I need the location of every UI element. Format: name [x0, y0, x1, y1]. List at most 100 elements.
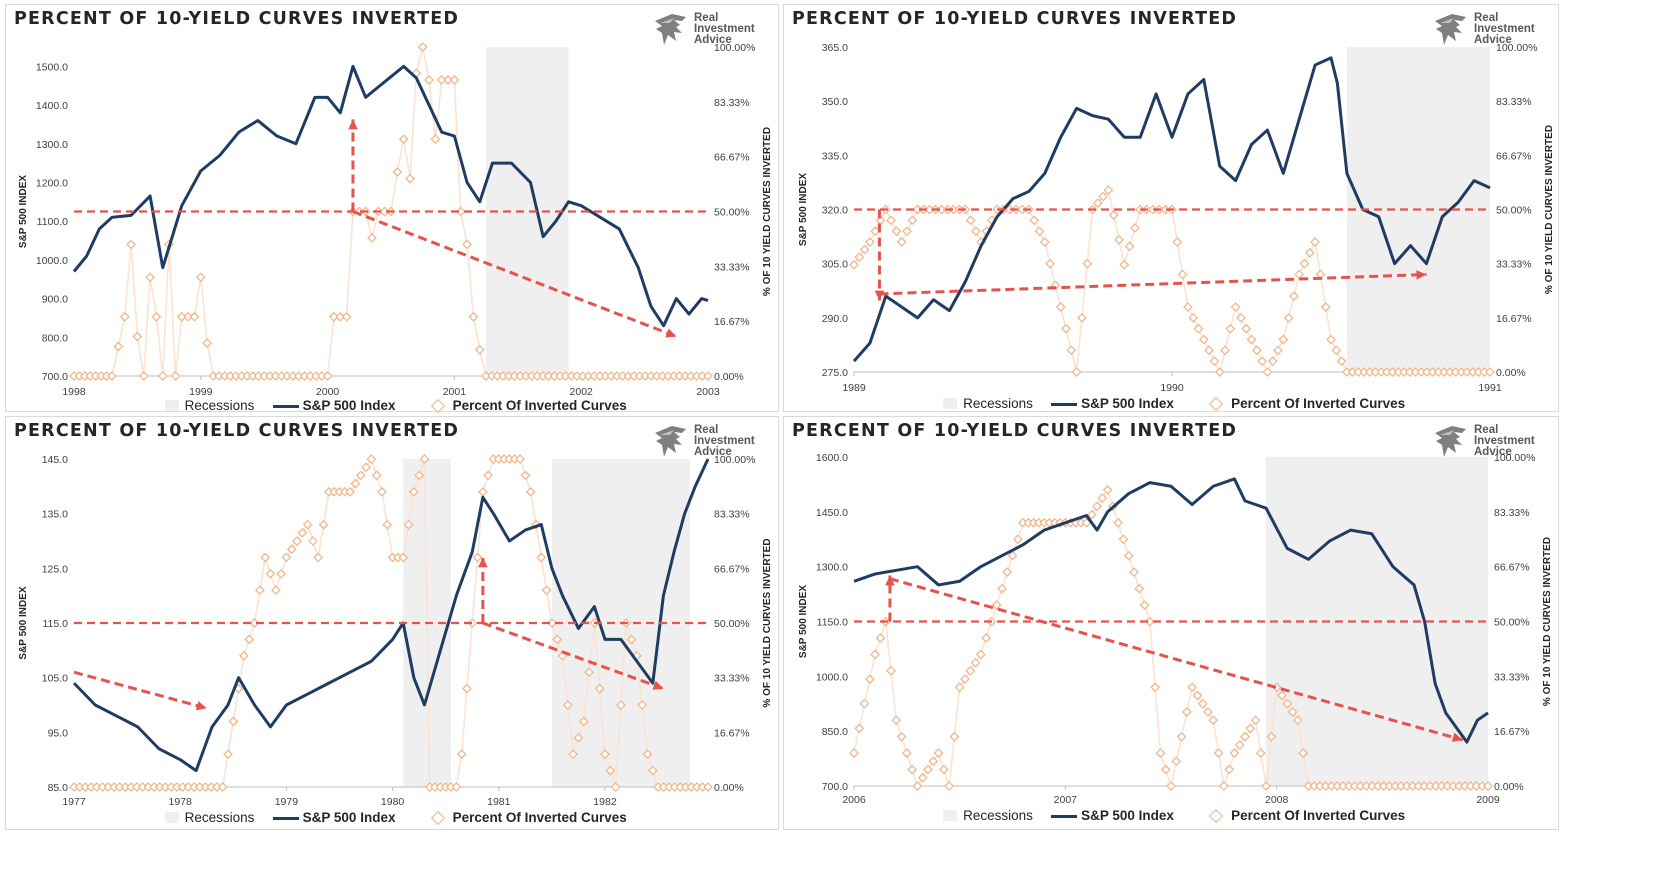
sp500-line	[853, 477, 1489, 744]
y2-tick-label: 0.00%	[714, 371, 744, 383]
y2-tick-label: 83.33%	[1494, 507, 1530, 519]
inverted-point	[1061, 323, 1071, 334]
inverted-point	[1082, 258, 1093, 269]
inverted-point	[361, 462, 371, 473]
legend-recession-swatch	[164, 400, 179, 411]
inverted-point	[1224, 764, 1234, 775]
legend-recessions: Recessions	[184, 810, 255, 825]
inverted-point	[1485, 367, 1495, 377]
x-tick-label: 1980	[381, 796, 405, 808]
brand-logo: Real Investment Advice	[1432, 11, 1582, 51]
legend-inverted-swatch	[1209, 396, 1224, 412]
inverted-point	[1197, 698, 1208, 709]
brand-line3: Advice	[694, 446, 732, 458]
y-axis-label: S&P 500 INDEX	[18, 586, 29, 660]
inverted-point	[145, 272, 155, 283]
x-tick-label: 1990	[1160, 382, 1184, 394]
inverted-point	[912, 781, 923, 791]
trend-arrow-line	[482, 621, 664, 691]
y2-tick-label: 33.33%	[1496, 259, 1532, 271]
trend-arrow-line	[73, 670, 208, 710]
inverted-point	[1304, 247, 1315, 258]
inverted-point	[965, 666, 976, 676]
brand-line1: Real	[1474, 12, 1499, 24]
inverted-point	[1002, 567, 1013, 577]
brand-line3: Advice	[1474, 34, 1512, 46]
inverted-point	[578, 716, 589, 727]
y2-tick-label: 16.67%	[714, 727, 750, 739]
inverted-point	[408, 486, 419, 497]
inverted-point	[896, 237, 907, 247]
inverted-point	[1310, 237, 1320, 247]
inverted-point	[536, 552, 547, 563]
trend-arrow-head	[885, 575, 895, 586]
eagle-logo-icon	[655, 14, 686, 45]
inverted-point	[239, 650, 249, 661]
inverted-point	[1266, 731, 1277, 742]
brand-logo: Real Investment Advice	[1432, 423, 1582, 463]
inverted-point	[462, 683, 472, 694]
inverted-point	[1097, 493, 1108, 503]
chart-title: PERCENT OF 10-YIELD CURVES INVERTED	[14, 421, 460, 441]
inverted-point	[419, 454, 430, 464]
inverted-point	[1278, 334, 1289, 345]
inverted-point	[403, 519, 414, 530]
inverted-point	[455, 206, 466, 217]
inverted-point	[1098, 191, 1108, 202]
y-tick-label: 115.0	[43, 618, 69, 630]
inverted-point	[335, 311, 346, 322]
y2-tick-label: 50.00%	[1496, 205, 1532, 217]
inverted-point	[1077, 312, 1087, 323]
y2-tick-label: 0.00%	[1496, 367, 1526, 379]
y2-tick-label: 0.00%	[1494, 781, 1524, 793]
y2-tick-label: 66.67%	[714, 152, 750, 164]
y2-axis-label: % OF 10 YIELD CURVES INVERTED	[762, 127, 773, 296]
legend-sp500-swatch	[1051, 815, 1078, 818]
inverted-point	[228, 716, 239, 727]
inverted-point	[1203, 707, 1213, 717]
inverted-point	[329, 311, 339, 322]
legend-inverted-swatch	[1209, 808, 1224, 824]
inverted-point	[971, 226, 981, 237]
x-tick-label: 1981	[487, 796, 511, 808]
inverted-point	[1336, 356, 1347, 367]
inverted-point	[933, 748, 944, 758]
brand-line3: Advice	[1474, 446, 1512, 458]
inverted-point	[1298, 748, 1308, 758]
y-tick-label: 135.0	[42, 509, 68, 521]
inverted-point	[1230, 302, 1241, 312]
inverted-point	[923, 764, 933, 775]
inverted-point	[1188, 312, 1199, 323]
trend-arrow-line	[889, 577, 1464, 742]
trend-arrow-head	[1416, 270, 1427, 280]
legend-inverted: Percent Of Inverted Curves	[452, 398, 627, 413]
brand-line3: Advice	[694, 34, 732, 46]
y2-tick-label: 66.67%	[1496, 150, 1532, 162]
y-tick-label: 800.0	[42, 332, 68, 344]
legend-inverted: Percent Of Inverted Curves	[1231, 396, 1406, 411]
inverted-point	[849, 259, 859, 270]
inverted-point	[1257, 356, 1267, 367]
y2-tick-label: 66.67%	[1494, 562, 1530, 574]
inverted-point	[249, 618, 260, 628]
brand-line2: Investment	[694, 23, 755, 35]
inverted-point	[176, 311, 187, 322]
inverted-point	[1294, 269, 1305, 280]
inverted-point	[1034, 226, 1045, 237]
inverted-point	[170, 371, 181, 381]
inverted-point	[1124, 241, 1135, 252]
inverted-point	[1198, 334, 1209, 345]
y2-tick-label: 16.67%	[1496, 313, 1532, 325]
inverted-point	[965, 215, 976, 226]
inverted-point	[573, 732, 584, 743]
inverted-point	[1187, 682, 1197, 693]
inverted-point	[1114, 234, 1124, 245]
inverted-point	[1214, 367, 1225, 377]
chart-legend: Recessions S&P 500 Index Percent Of Invert…	[6, 398, 780, 414]
inverted-point	[637, 700, 648, 710]
y-tick-label: 1150.0	[817, 617, 848, 629]
eagle-logo-icon	[655, 426, 686, 457]
inverted-point	[1172, 237, 1183, 247]
inverted-point	[1234, 740, 1245, 750]
inverted-point	[308, 536, 318, 546]
